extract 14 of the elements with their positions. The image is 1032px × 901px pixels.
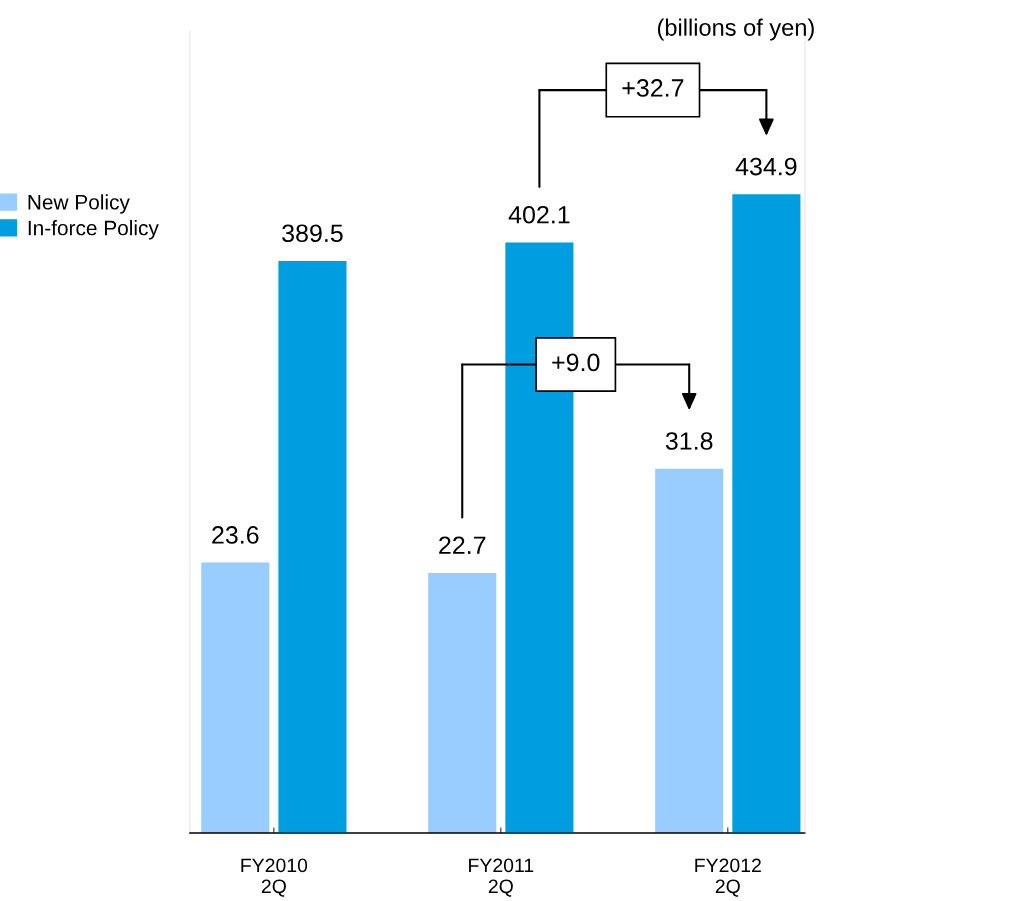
data-label: 434.9	[735, 157, 797, 176]
data-label: 23.6	[212, 526, 259, 544]
data-label: 31.8	[665, 432, 713, 450]
x-tick-label: FY2011 2Q	[469, 858, 534, 897]
data-label: 389.5	[282, 224, 343, 243]
annotation: +32.7	[622, 79, 684, 97]
data-label: 22.7	[439, 536, 486, 554]
data-label: 402.1	[508, 205, 570, 224]
legend-label: In-force Policy	[28, 220, 159, 240]
legend-label: New Policy	[28, 194, 130, 214]
x-tick-label: FY2012 2Q	[695, 858, 761, 897]
annotation: (billions of yen)	[657, 18, 814, 41]
annotation: +9.0	[552, 353, 600, 372]
x-tick-label: FY2010 2Q	[241, 858, 308, 897]
